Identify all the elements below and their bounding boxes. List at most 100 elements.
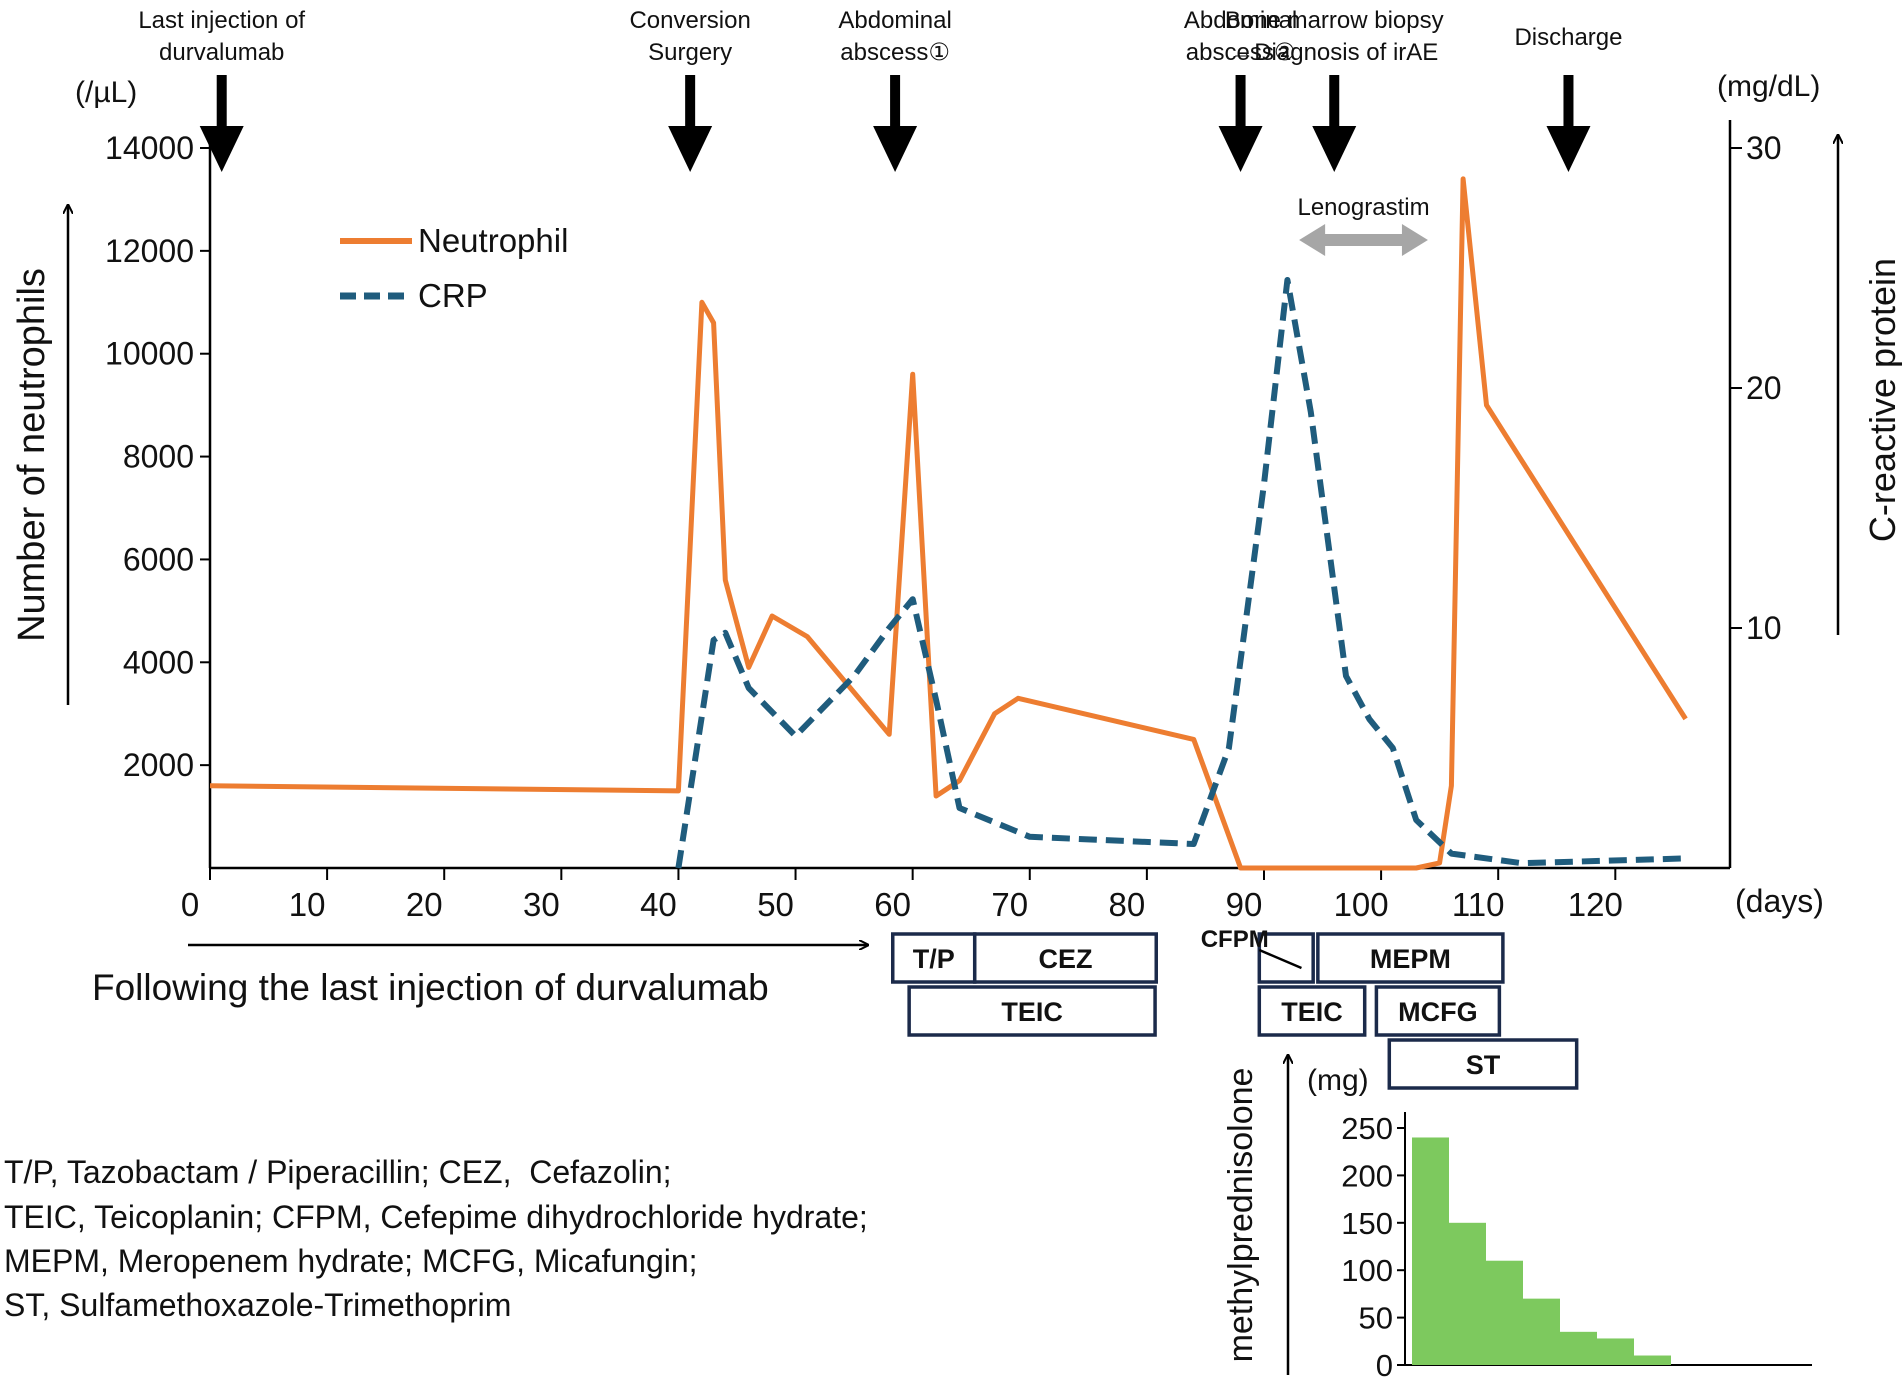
x-axis-unit: (days) (1735, 883, 1824, 919)
left-y-tick-label: 6000 (123, 541, 194, 577)
methylprednisolone-unit: (mg) (1307, 1064, 1369, 1097)
x-tick-label: 70 (991, 886, 1028, 923)
x-tick-label: 80 (1109, 886, 1146, 923)
cfpm-label: CFPM (1201, 926, 1269, 953)
abbreviation-line: TEIC, Teicoplanin; CFPM, Cefepime dihydr… (4, 1199, 868, 1235)
event-marker: Abdominal abscess② (1184, 7, 1297, 172)
left-axis-unit: (/µL) (75, 76, 137, 109)
mp-dose-bar (1523, 1298, 1560, 1365)
drug-bar-label: TEIC (1001, 997, 1063, 1027)
left-y-tick-label: 4000 (123, 644, 194, 680)
left-y-tick-label: 12000 (105, 233, 194, 269)
event-label: abscess② (1186, 39, 1296, 66)
right-y-tick-label: 20 (1746, 370, 1782, 406)
left-y-tick-label: 14000 (105, 130, 194, 166)
x-tick-label: 90 (1226, 886, 1263, 923)
legend-crp-label: CRP (418, 277, 488, 314)
event-marker: Abdominal abscess① (838, 7, 952, 172)
event-arrow-head (1546, 126, 1591, 172)
mp-dose-bar (1449, 1222, 1486, 1365)
drug-bar-label: MEPM (1370, 944, 1451, 974)
event-arrow-shaft (1329, 75, 1340, 130)
lenograstim-label: Lenograstim (1297, 194, 1429, 221)
event-marker: Conversion Surgery (629, 7, 751, 172)
right-y-tick-label: 30 (1746, 130, 1782, 166)
event-arrow-head (873, 126, 918, 172)
drug-bar (1316, 932, 1505, 984)
left-axis-title: Number of neutrophils (11, 268, 53, 642)
abbreviation-line: MEPM, Meropenem hydrate; MCFG, Micafungi… (4, 1243, 698, 1279)
event-marker: Discharge (1514, 24, 1622, 172)
event-arrow-shaft (685, 75, 696, 130)
event-arrow-head (1312, 126, 1357, 172)
event-arrow-head (199, 126, 244, 172)
cfpm-leader-line (1258, 948, 1302, 970)
mp-dose-bar (1412, 1137, 1449, 1365)
mp-y-tick-label: 200 (1341, 1158, 1393, 1193)
abbreviation-line: ST, Sulfamethoxazole-Trimethoprim (4, 1287, 511, 1323)
drug-bar (1374, 985, 1502, 1037)
event-label: Discharge (1514, 24, 1622, 51)
x-tick-label: 100 (1334, 886, 1389, 923)
x-tick-label: 10 (289, 886, 326, 923)
mp-dose-bar (1634, 1355, 1671, 1365)
x-tick-label: 40 (640, 886, 677, 923)
abbreviation-line: T/P, Tazobactam / Piperacillin; CEZ, Cef… (4, 1154, 672, 1190)
mp-y-tick-label: 250 (1341, 1111, 1393, 1146)
event-arrow-shaft (1563, 75, 1574, 130)
x-tick-label: 20 (406, 886, 443, 923)
lenograstim-arrow-right-head (1401, 224, 1428, 256)
mp-y-tick-label: 100 (1341, 1253, 1393, 1288)
event-label: Abdominal (838, 7, 951, 34)
drug-bar-label: T/P (913, 944, 955, 974)
drug-bars-layer: T/P CEZ TEIC MEPM TEIC MCFG ST CFPM (890, 926, 1579, 1090)
mp-dose-bar (1597, 1338, 1634, 1365)
event-label: →Diagnosis of irAE (1230, 39, 1438, 66)
x-tick-label: 110 (1452, 886, 1505, 923)
drug-bar (907, 985, 1157, 1037)
event-arrow-head (1218, 126, 1263, 172)
lenograstim-arrow-left-head (1299, 224, 1326, 256)
x-tick-label: 30 (523, 886, 560, 923)
drug-bar-label: MCFG (1398, 997, 1477, 1027)
drug-bar (972, 932, 1158, 984)
left-y-tick-label: 10000 (105, 336, 194, 372)
drug-bar-label: TEIC (1281, 997, 1343, 1027)
neutrophil-series-line (209, 176, 1688, 871)
lenograstim-arrow-shaft (1319, 234, 1408, 246)
event-label: abscess① (840, 39, 950, 66)
x-tick-label: 120 (1568, 886, 1623, 923)
x-tick-label: 60 (874, 886, 911, 923)
mp-dose-bar (1486, 1260, 1523, 1365)
event-arrow-shaft (216, 75, 227, 130)
right-axis-unit: (mg/dL) (1717, 70, 1820, 103)
left-y-tick-label: 8000 (123, 439, 194, 475)
right-axis-title: C-reactive protein (1862, 258, 1902, 542)
series-layer (209, 176, 1688, 871)
event-label: Surgery (648, 39, 732, 66)
mp-y-tick-label: 0 (1376, 1348, 1393, 1378)
mp-y-tick-label: 50 (1359, 1301, 1393, 1336)
methylprednisolone-bars-layer: 0 50 100 150 200 250 (1341, 1111, 1812, 1378)
event-label: Abdominal (1184, 7, 1297, 34)
drug-bar (1257, 932, 1315, 984)
drug-bar (1257, 985, 1367, 1037)
event-arrow-head (668, 126, 713, 172)
crp-series-line (675, 277, 1686, 869)
event-arrow-shaft (890, 75, 901, 130)
events-layer: Last injection of durvalumab Conversion Sur… (138, 7, 1622, 256)
event-label: Bone marrow biopsy (1225, 7, 1444, 34)
legend-neutrophil-label: Neutrophil (418, 222, 568, 259)
mp-y-tick-label: 150 (1341, 1206, 1393, 1241)
event-label: Conversion (629, 7, 750, 34)
drug-bar-label: CEZ (1038, 944, 1092, 974)
event-marker: Bone marrow biopsy →Diagnosis of irAE (1225, 7, 1444, 172)
event-label: durvalumab (159, 39, 284, 66)
x-axis-caption: Following the last injection of durvalum… (92, 967, 769, 1008)
drug-bar (1387, 1038, 1579, 1090)
axes-layer: 0 10 20 30 40 50 60 70 80 90 100 110 120 2000 4000 6000… (105, 120, 1782, 923)
drug-bar-label: ST (1466, 1050, 1501, 1080)
x-tick-label: 0 (181, 886, 199, 923)
event-arrow-shaft (1235, 75, 1246, 130)
